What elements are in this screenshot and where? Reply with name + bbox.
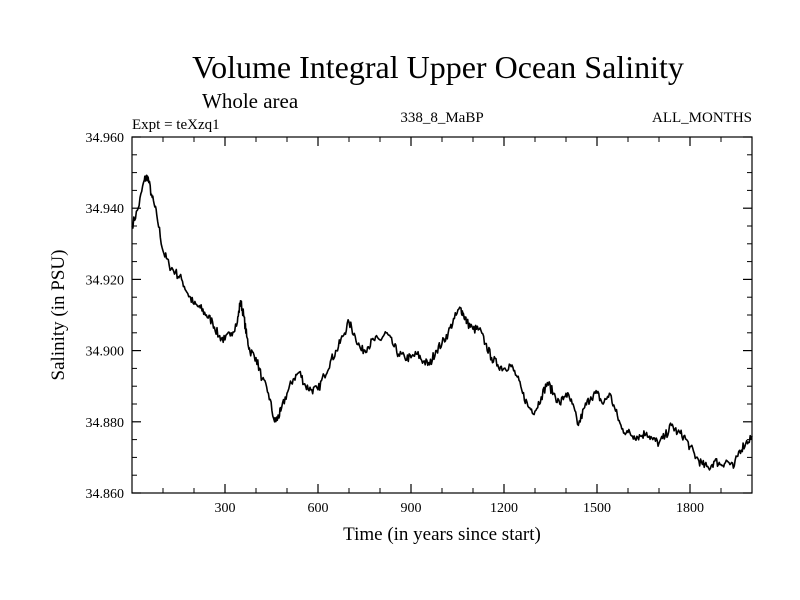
y-tick-label: 34.940 xyxy=(86,202,125,217)
chart-title: Volume Integral Upper Ocean Salinity xyxy=(192,49,684,85)
y-tick-label: 34.880 xyxy=(86,416,125,431)
x-axis-label: Time (in years since start) xyxy=(343,524,541,545)
salinity-series-line xyxy=(131,174,753,471)
y-tick-label: 34.860 xyxy=(86,487,125,502)
x-tick-label: 1800 xyxy=(676,501,704,516)
x-tick-label: 1500 xyxy=(583,501,611,516)
months-label: ALL_MONTHS xyxy=(652,110,752,126)
x-tick-label: 600 xyxy=(308,501,329,516)
y-axis-label: Salinity (in PSU) xyxy=(48,250,69,381)
experiment-label: Expt = teXzq1 xyxy=(132,117,220,133)
x-tick-label: 1200 xyxy=(490,501,518,516)
x-tick-label: 300 xyxy=(215,501,236,516)
y-tick-label: 34.920 xyxy=(86,273,125,288)
x-axis-ticks: 300 600 900 1200 1500 1800 xyxy=(162,137,753,516)
y-axis-ticks: 34.860 34.880 34.900 34.920 34.940 34.960 xyxy=(86,131,752,502)
y-tick-label: 34.960 xyxy=(86,131,125,146)
chart-subtitle: Whole area xyxy=(202,89,299,113)
plot-frame xyxy=(131,136,753,494)
x-tick-label: 900 xyxy=(401,501,422,516)
y-tick-label: 34.900 xyxy=(86,345,125,360)
period-label: 338_8_MaBP xyxy=(400,110,483,126)
